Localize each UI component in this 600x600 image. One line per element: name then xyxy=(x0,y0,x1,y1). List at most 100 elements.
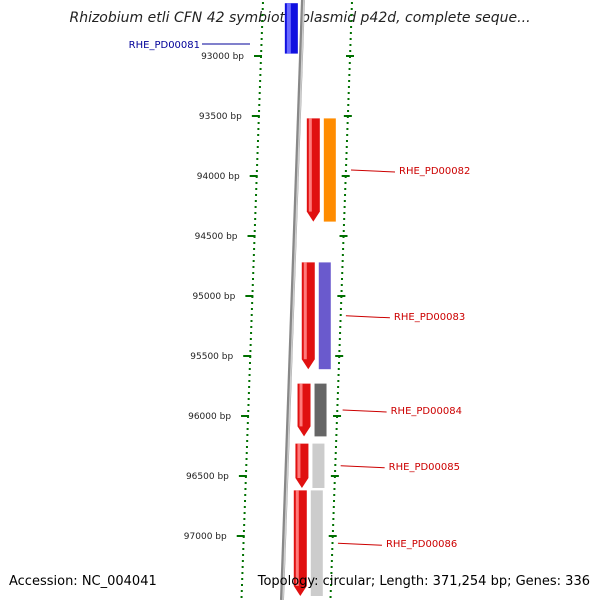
guide-dot-left xyxy=(248,386,251,388)
guide-dot-left xyxy=(253,242,256,244)
guide-dot-right xyxy=(341,266,344,268)
guide-dot-left xyxy=(246,434,249,436)
guide-dot-right xyxy=(337,386,340,388)
guide-dot-right xyxy=(341,278,344,280)
guide-dot-left xyxy=(252,272,255,274)
guide-dot-left xyxy=(244,488,247,490)
guide-dot-right xyxy=(336,398,339,400)
guide-dot-right xyxy=(344,194,347,196)
gene-arrow-shade xyxy=(299,383,303,427)
guide-dot-right xyxy=(331,548,334,550)
gene-label: RHE_PD00086 xyxy=(386,539,457,550)
ruler-label: 97000 bp xyxy=(184,532,227,542)
guide-dot-right xyxy=(347,110,350,112)
ruler-tick-right xyxy=(341,175,350,177)
guide-dot-right xyxy=(345,152,348,154)
ruler-label: 95500 bp xyxy=(190,352,233,362)
guide-dot-left xyxy=(246,440,249,442)
guide-dot-right xyxy=(329,596,332,598)
guide-dot-left xyxy=(254,218,257,220)
guide-dot-right xyxy=(329,584,332,586)
guide-dot-left xyxy=(256,152,259,154)
guide-dot-left xyxy=(242,554,245,556)
guide-dot-right xyxy=(336,410,339,412)
guide-dot-right xyxy=(334,470,337,472)
gene-arrow-shade xyxy=(286,3,291,54)
guide-dot-right xyxy=(333,494,336,496)
guide-dot-left xyxy=(250,314,253,316)
guide-dot-right xyxy=(344,182,347,184)
guide-dot-left xyxy=(249,344,252,346)
gene-arrow-forward xyxy=(306,118,320,222)
map-title: Rhizobium etli CFN 42 symbiotic plasmid … xyxy=(69,10,531,26)
guide-dot-left xyxy=(247,404,250,406)
gene-leader-line xyxy=(345,315,390,319)
guide-dot-right xyxy=(350,14,353,16)
guide-dot-left xyxy=(241,566,244,568)
gene-leader-line xyxy=(337,542,382,546)
guide-dot-right xyxy=(335,428,338,430)
guide-dot-right xyxy=(344,170,347,172)
guide-dot-right xyxy=(334,446,337,448)
guide-dot-left xyxy=(261,14,264,16)
guide-dot-right xyxy=(343,200,346,202)
ruler-label: 94000 bp xyxy=(197,172,240,182)
guide-dot-right xyxy=(330,572,333,574)
guide-dot-left xyxy=(259,74,262,76)
guide-dot-right xyxy=(333,488,336,490)
guide-dot-left xyxy=(259,62,262,64)
guide-dot-right xyxy=(350,2,353,4)
ruler-label: 96500 bp xyxy=(186,472,229,482)
guide-dot-right xyxy=(341,272,344,274)
guide-dot-left xyxy=(252,266,255,268)
topology-stats: Topology: circular; Length: 371,254 bp; … xyxy=(257,574,590,589)
guide-dot-left xyxy=(241,572,244,574)
guide-dot-left xyxy=(260,50,263,52)
guide-dot-left xyxy=(243,518,246,520)
guide-dot-left xyxy=(248,368,251,370)
guide-dot-left xyxy=(244,494,247,496)
guide-dot-right xyxy=(350,8,353,10)
guide-dot-left xyxy=(253,248,256,250)
guide-dot-left xyxy=(250,308,253,310)
guide-dot-right xyxy=(342,248,345,250)
gene-arrow-shade xyxy=(297,443,301,478)
guide-dot-left xyxy=(258,92,261,94)
guide-dot-left xyxy=(247,410,250,412)
guide-dot-left xyxy=(245,446,248,448)
ruler-tick-left xyxy=(251,115,260,117)
guide-dot-left xyxy=(243,512,246,514)
guide-dot-left xyxy=(261,26,264,28)
ruler-tick-right xyxy=(337,295,346,297)
plasmid-backbone-highlight xyxy=(282,0,305,600)
guide-dot-right xyxy=(340,284,343,286)
guide-dot-left xyxy=(256,146,259,148)
feature-block xyxy=(323,118,336,222)
guide-dot-right xyxy=(334,464,337,466)
feature-block xyxy=(310,490,323,596)
guide-dot-right xyxy=(350,26,353,28)
guide-dot-left xyxy=(260,38,263,40)
ruler-tick-right xyxy=(328,535,337,537)
guide-dot-right xyxy=(343,206,346,208)
guide-dot-left xyxy=(261,8,264,10)
guide-dot-right xyxy=(339,314,342,316)
gene-leader-line xyxy=(350,169,396,173)
guide-dot-right xyxy=(337,362,340,364)
guide-dot-right xyxy=(350,20,353,22)
guide-dot-right xyxy=(332,524,335,526)
guide-dot-right xyxy=(339,332,342,334)
guide-dot-right xyxy=(331,542,334,544)
guide-dot-right xyxy=(346,134,349,136)
guide-dot-right xyxy=(348,62,351,64)
guide-dot-right xyxy=(335,422,338,424)
gene-arrow-forward xyxy=(301,262,315,370)
guide-dot-right xyxy=(345,140,348,142)
gene-label: RHE_PD00085 xyxy=(389,462,460,473)
guide-dot-left xyxy=(258,110,261,112)
guide-dot-right xyxy=(335,434,338,436)
guide-dot-left xyxy=(245,464,248,466)
guide-dot-left xyxy=(252,254,255,256)
guide-dot-left xyxy=(259,80,262,82)
